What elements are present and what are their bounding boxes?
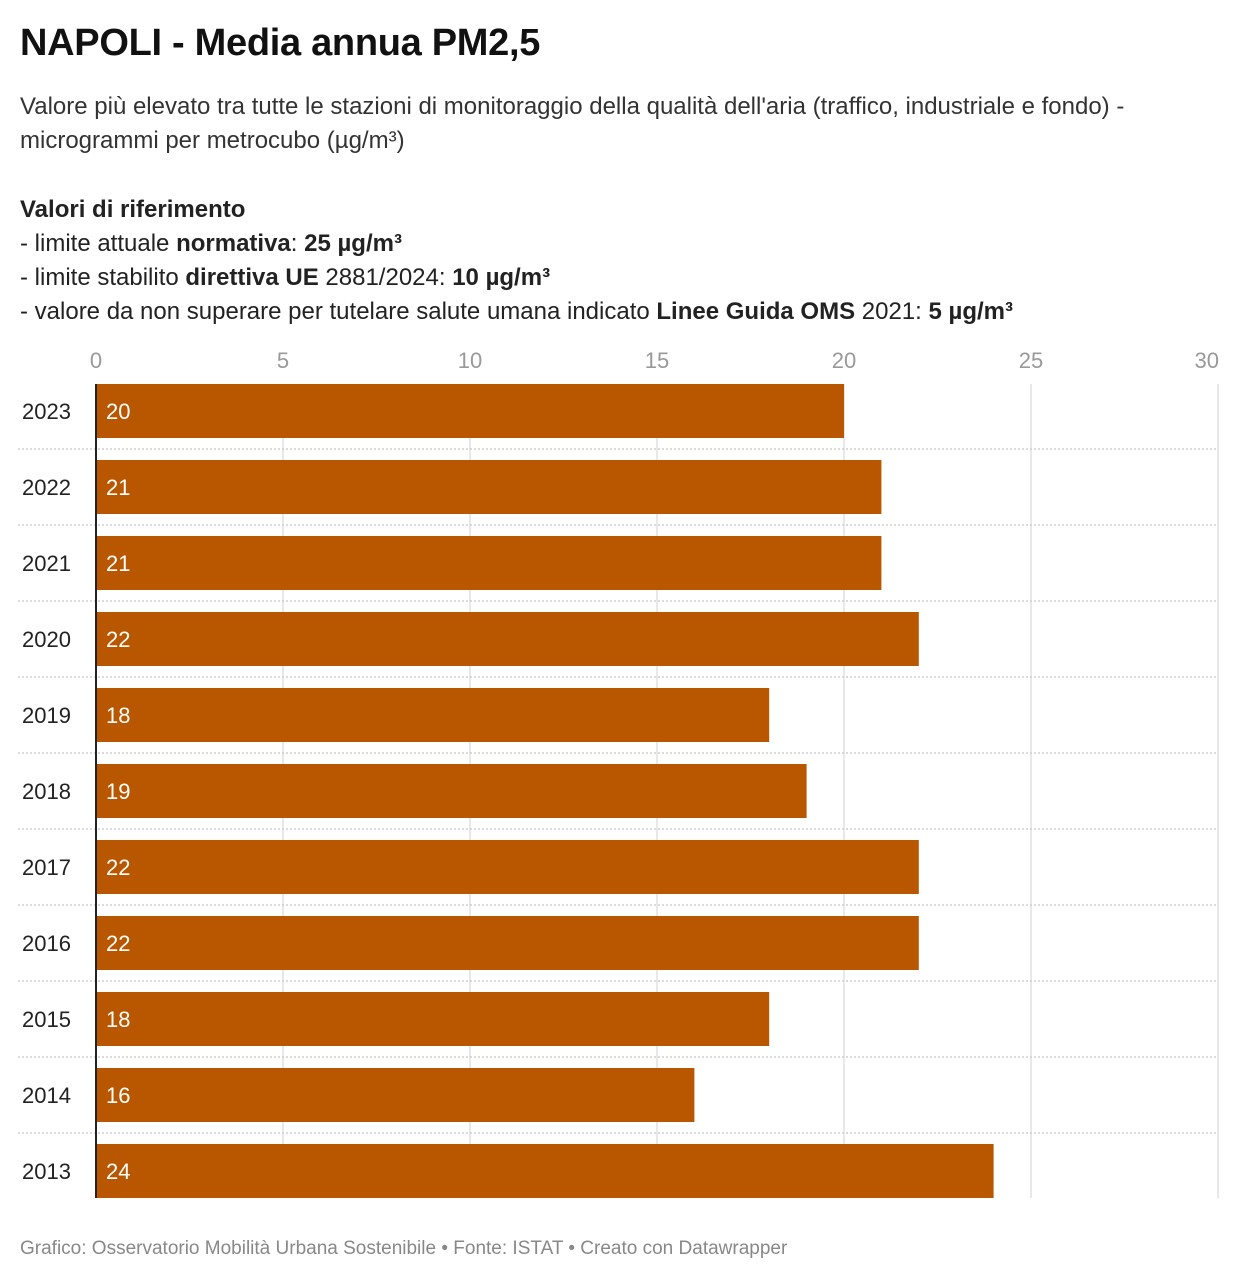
- category-label: 2014: [22, 1083, 71, 1108]
- bar: [96, 992, 770, 1046]
- category-label: 2013: [22, 1159, 71, 1184]
- ref2-bold-label: direttiva UE: [185, 264, 319, 291]
- data-label: 20: [106, 399, 130, 424]
- ref2-value: 10 µg/m³: [452, 264, 551, 291]
- bar: [96, 384, 844, 438]
- reference-values: Valori di riferimento - limite attuale n…: [20, 193, 1230, 329]
- ref3-text: - valore da non superare per tutelare sa…: [20, 298, 657, 325]
- chart-footer: Grafico: Osservatorio Mobilità Urbana So…: [20, 1238, 788, 1259]
- bar: [96, 916, 919, 970]
- reference-heading: Valori di riferimento: [20, 196, 246, 223]
- data-label: 24: [106, 1159, 130, 1184]
- data-label: 16: [106, 1083, 130, 1108]
- ref3-value: 5 µg/m³: [928, 298, 1014, 325]
- ref1-mid: :: [290, 230, 305, 257]
- x-tick-label: 30: [1195, 348, 1219, 373]
- ref2-mid: 2881/2024:: [318, 264, 453, 291]
- data-label: 22: [106, 855, 130, 880]
- x-tick-label: 5: [277, 348, 289, 373]
- category-label: 2023: [22, 399, 71, 424]
- ref2-text: - limite stabilito: [20, 264, 186, 291]
- category-label: 2015: [22, 1007, 71, 1032]
- data-label: 18: [106, 1007, 130, 1032]
- bar: [96, 764, 807, 818]
- category-label: 2021: [22, 551, 71, 576]
- data-label: 22: [106, 627, 130, 652]
- reference-line-oms: - valore da non superare per tutelare sa…: [20, 295, 1230, 329]
- data-label: 22: [106, 931, 130, 956]
- x-tick-label: 20: [832, 348, 856, 373]
- x-tick-label: 25: [1019, 348, 1043, 373]
- data-label: 21: [106, 551, 130, 576]
- category-label: 2016: [22, 931, 71, 956]
- bar: [96, 460, 882, 514]
- bar: [96, 536, 882, 590]
- data-label: 21: [106, 475, 130, 500]
- bar: [96, 840, 919, 894]
- x-tick-label: 15: [645, 348, 669, 373]
- chart-subtitle: Valore più elevato tra tutte le stazioni…: [20, 93, 1125, 154]
- ref3-mid: 2021:: [855, 298, 929, 325]
- category-label: 2020: [22, 627, 71, 652]
- category-label: 2022: [22, 475, 71, 500]
- bar: [96, 1144, 994, 1198]
- x-tick-label: 0: [90, 348, 102, 373]
- reference-line-normativa: - limite attuale normativa: 25 µg/m³: [20, 227, 1230, 261]
- data-label: 18: [106, 703, 130, 728]
- ref1-bold-label: normativa: [176, 230, 291, 257]
- bar: [96, 612, 919, 666]
- bar: [96, 688, 770, 742]
- chart-title: NAPOLI - Media annua PM2,5: [20, 22, 541, 64]
- ref1-text: - limite attuale: [20, 230, 177, 257]
- reference-line-direttiva: - limite stabilito direttiva UE 2881/202…: [20, 261, 1230, 295]
- category-label: 2017: [22, 855, 71, 880]
- data-label: 19: [106, 779, 130, 804]
- ref1-value: 25 µg/m³: [304, 230, 402, 257]
- bar: [96, 1068, 695, 1122]
- x-tick-label: 10: [458, 348, 482, 373]
- ref3-bold-label: Linee Guida OMS: [656, 298, 856, 325]
- category-label: 2018: [22, 779, 71, 804]
- category-label: 2019: [22, 703, 71, 728]
